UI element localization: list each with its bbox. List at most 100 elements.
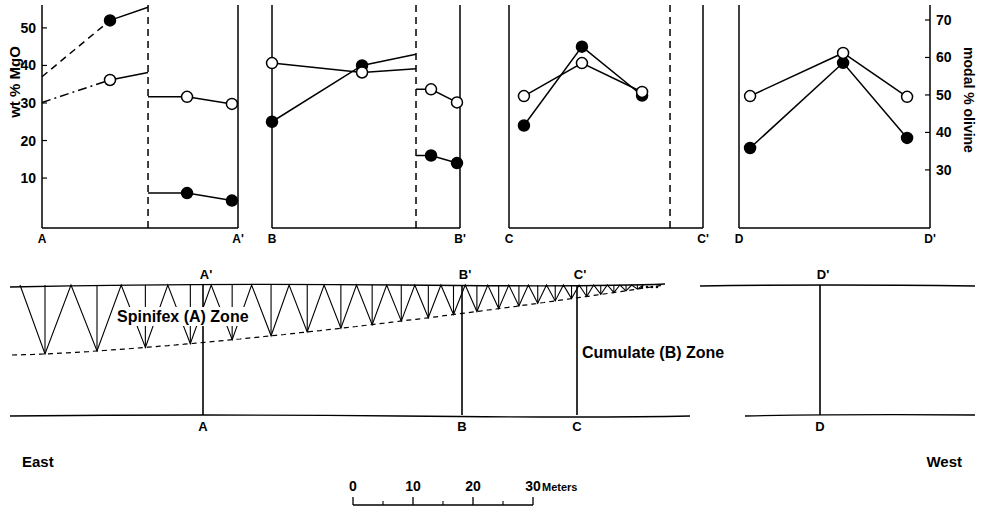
scale-tick	[532, 497, 533, 505]
x-axis-line	[42, 227, 238, 229]
series-line	[272, 54, 457, 163]
scale-minor-tick	[442, 501, 443, 505]
spinifex-blade	[498, 285, 499, 309]
y-tick-label: 10	[20, 170, 36, 186]
series-line	[42, 20, 110, 76]
boundary-line	[669, 5, 671, 228]
spinifex-dot	[651, 286, 654, 289]
spinifex-blade	[571, 285, 572, 299]
label-patch	[580, 343, 726, 362]
data-point	[226, 98, 237, 109]
boundary-line	[415, 5, 417, 228]
section-line	[576, 285, 578, 415]
y2-tick-label: 60	[936, 49, 952, 65]
spinifex-blade	[555, 285, 556, 301]
y-tick	[42, 27, 47, 28]
spinifex-blade	[401, 285, 402, 321]
y2-tick	[925, 132, 930, 133]
boundary-line	[147, 5, 149, 228]
scale-tick	[472, 497, 473, 505]
y2-axis-title: modal % olivine	[961, 47, 977, 153]
data-point	[357, 67, 368, 78]
data-point	[267, 58, 278, 69]
series-line	[272, 63, 457, 102]
spinifex-blade	[625, 285, 626, 291]
zone-label: Cumulate (B) Zone	[582, 344, 724, 361]
section-label-bottom: B	[457, 419, 466, 434]
zone-boundary	[12, 285, 664, 355]
series-line	[750, 53, 907, 97]
scale-label: 10	[405, 478, 421, 494]
y-tick-label: 20	[20, 133, 36, 149]
section-label-top: A'	[200, 267, 212, 282]
label-patch	[115, 307, 251, 326]
scale-label: 30	[525, 478, 541, 494]
scale-tick	[412, 497, 413, 505]
data-point	[518, 120, 529, 131]
y-axis-line	[508, 5, 510, 228]
y2-tick	[925, 19, 930, 20]
panel: CC'	[505, 5, 709, 246]
x-axis-line	[272, 227, 460, 229]
data-point	[745, 143, 756, 154]
y-axis-line	[738, 5, 740, 228]
spinifex-dot	[646, 286, 649, 289]
y2-tick-label: 40	[936, 124, 952, 140]
y2-axis-line	[237, 5, 239, 228]
figure: AA'1020304050wt % MgOBB'CC'DD'3040506070…	[0, 0, 985, 529]
section-label-bottom: A	[198, 419, 208, 434]
y2-tick	[925, 94, 930, 95]
data-point	[576, 58, 587, 69]
data-point	[451, 97, 462, 108]
section-label-top: B'	[459, 267, 471, 282]
x-tick-label: D'	[924, 232, 936, 246]
data-point	[576, 41, 587, 52]
data-point	[226, 195, 237, 206]
x-axis-line	[739, 227, 930, 229]
x-tick-label: C	[505, 232, 514, 246]
spinifex-blade	[307, 285, 308, 332]
data-point	[105, 15, 116, 26]
data-point	[182, 188, 193, 199]
data-point	[267, 116, 278, 127]
plot-area	[745, 47, 913, 153]
x-tick-label: D	[735, 232, 744, 246]
x-axis-line	[509, 227, 703, 229]
data-point	[426, 150, 437, 161]
plot-area	[267, 5, 463, 228]
spinifex-blade	[428, 285, 429, 318]
zone-label: Spinifex (A) Zone	[117, 308, 249, 325]
y-tick	[42, 102, 47, 103]
cross-section: A'AB'BC'CD'DSpinifex (A) ZoneCumulate (B…	[10, 267, 975, 470]
scale-unit: Meters	[542, 481, 577, 493]
series-line	[524, 47, 642, 126]
spinifex-blade	[44, 285, 45, 354]
spinifex-blade	[372, 285, 373, 325]
y2-axis-line	[459, 5, 461, 228]
series-line	[750, 63, 907, 148]
spinifex-blade	[453, 285, 454, 315]
y2-tick-label: 30	[936, 162, 952, 178]
direction-label: East	[22, 453, 54, 470]
x-tick-label: A'	[232, 232, 244, 246]
spinifex-blade	[340, 285, 341, 328]
section-label-top: C'	[574, 267, 586, 282]
data-point	[182, 91, 193, 102]
spinifex-blade	[96, 285, 97, 351]
x-tick-label: B'	[454, 232, 466, 246]
data-point	[838, 47, 849, 58]
x-tick-label: A	[38, 232, 47, 246]
data-point	[902, 132, 913, 143]
spinifex-blade	[537, 285, 538, 303]
y-tick	[42, 140, 47, 141]
data-point	[745, 91, 756, 102]
data-point	[105, 74, 116, 85]
spinifex-dot	[641, 286, 644, 289]
data-point	[637, 86, 648, 97]
panel: DD'3040506070modal % olivine	[735, 5, 977, 246]
scale-bar: 0102030Meters	[349, 478, 577, 505]
series-line	[42, 80, 110, 102]
spinifex-blade	[271, 285, 272, 336]
data-point	[451, 158, 462, 169]
y-tick	[42, 65, 47, 66]
